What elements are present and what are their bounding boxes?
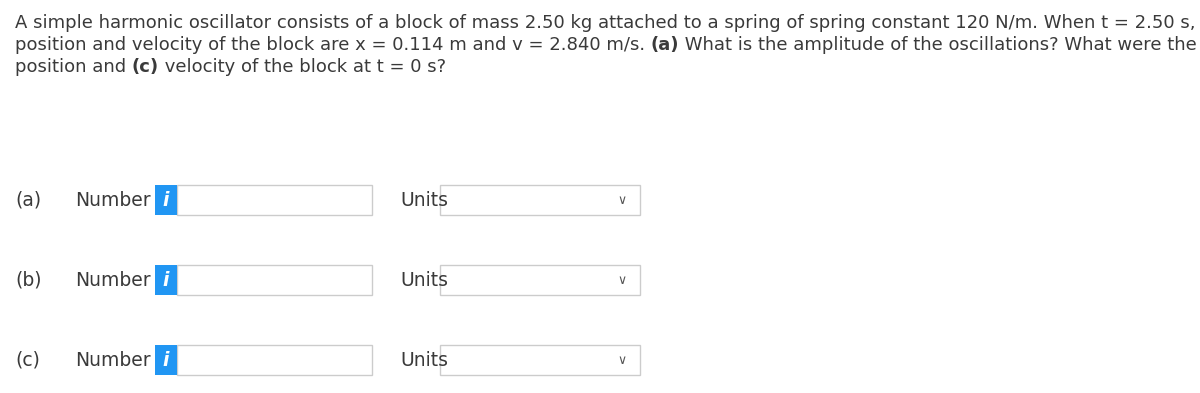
- Text: Units: Units: [400, 191, 448, 209]
- Text: A simple harmonic oscillator consists of a block of mass 2.50 kg attached to a s: A simple harmonic oscillator consists of…: [14, 14, 1200, 32]
- Text: Number: Number: [74, 191, 151, 209]
- Bar: [155, 265, 178, 295]
- Text: ∨: ∨: [618, 274, 626, 286]
- Bar: [178, 265, 372, 295]
- Text: i: i: [163, 351, 169, 369]
- Text: (b): (b): [14, 270, 42, 290]
- Text: ∨: ∨: [618, 193, 626, 206]
- Text: (c): (c): [132, 58, 158, 76]
- Text: position and velocity of the block are x = 0.114 m and v = 2.840 m/s.: position and velocity of the block are x…: [14, 36, 650, 54]
- Bar: [440, 345, 640, 375]
- Text: Units: Units: [400, 351, 448, 369]
- Text: i: i: [163, 270, 169, 290]
- Text: position and: position and: [14, 58, 132, 76]
- Text: velocity of the block at t = 0 s?: velocity of the block at t = 0 s?: [158, 58, 446, 76]
- Bar: [440, 185, 640, 215]
- Text: (a): (a): [14, 191, 41, 209]
- Text: Number: Number: [74, 270, 151, 290]
- Text: Units: Units: [400, 270, 448, 290]
- Text: ∨: ∨: [618, 353, 626, 367]
- Text: What is the amplitude of the oscillations? What were the: What is the amplitude of the oscillation…: [679, 36, 1200, 54]
- Bar: [178, 185, 372, 215]
- Text: (c): (c): [14, 351, 40, 369]
- Text: i: i: [163, 191, 169, 209]
- Bar: [155, 185, 178, 215]
- Text: (a): (a): [650, 36, 679, 54]
- Bar: [155, 345, 178, 375]
- Text: Number: Number: [74, 351, 151, 369]
- Bar: [178, 345, 372, 375]
- Bar: [440, 265, 640, 295]
